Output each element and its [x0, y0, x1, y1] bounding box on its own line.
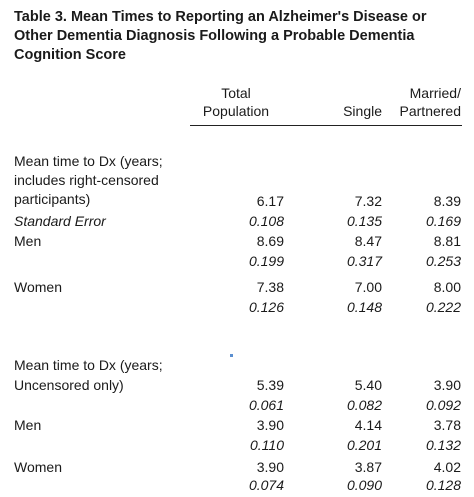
s1-mean-single: 7.32 [354, 193, 382, 209]
s2-mean-single: 5.40 [354, 377, 382, 393]
table-title: Table 3. Mean Times to Reporting an Alzh… [14, 9, 427, 63]
s1-men-single: 8.47 [354, 233, 382, 249]
s2-men-single: 4.14 [354, 417, 382, 433]
s2-women-label: Women [14, 459, 62, 475]
s1-women-total: 7.38 [256, 279, 284, 295]
s2-men-se-married: 0.132 [425, 437, 461, 453]
col-header-total: Total Population [202, 85, 270, 119]
s1-women-label: Women [14, 279, 62, 295]
s1-women-married: 8.00 [433, 279, 461, 295]
s2-women-se-total: 0.074 [248, 477, 284, 493]
s2-women-single: 3.87 [354, 459, 382, 475]
s2-mean-married: 3.90 [433, 377, 461, 393]
s2-men-se-total: 0.110 [250, 437, 284, 453]
s1-se-label: Standard Error [14, 213, 106, 229]
s2-women-se-married: 0.128 [425, 477, 461, 493]
s1-women-se-married: 0.222 [425, 299, 461, 315]
section1-heading-line3: participants) [14, 191, 91, 207]
s1-men-total: 8.69 [256, 233, 284, 249]
s2-se-married: 0.092 [425, 397, 461, 413]
s2-se-total: 0.061 [248, 397, 284, 413]
s1-se-single: 0.135 [346, 213, 382, 229]
s1-mean-total: 6.17 [256, 193, 284, 209]
section2-heading-line2: Uncensored only) [14, 377, 124, 393]
s1-mean-married: 8.39 [433, 193, 461, 209]
s2-men-se-single: 0.201 [346, 437, 382, 453]
section2-heading-line1: Mean time to Dx (years; [14, 357, 163, 373]
stray-mark [230, 354, 233, 357]
section1-heading-line2: includes right-censored [14, 172, 159, 188]
s1-women-se-total: 0.126 [248, 299, 284, 315]
s1-men-se-single: 0.317 [346, 253, 382, 269]
s2-men-married: 3.78 [433, 417, 461, 433]
s2-men-label: Men [14, 417, 42, 433]
s1-men-se-total: 0.199 [248, 253, 284, 269]
s2-mean-total: 5.39 [256, 377, 284, 393]
s1-men-se-married: 0.253 [425, 253, 461, 269]
s1-men-label: Men [14, 233, 42, 249]
section1-heading-line1: Mean time to Dx (years; [14, 153, 163, 169]
s1-men-married: 8.81 [433, 233, 461, 249]
s2-women-se-single: 0.090 [346, 477, 382, 493]
s2-se-single: 0.082 [346, 397, 382, 413]
s1-women-se-single: 0.148 [346, 299, 382, 315]
s1-women-single: 7.00 [354, 279, 382, 295]
s2-women-married: 4.02 [433, 459, 461, 475]
s1-se-total: 0.108 [248, 213, 284, 229]
s1-se-married: 0.169 [425, 213, 461, 229]
header-rule [190, 125, 462, 126]
col-header-married: Married/ Partnered [399, 85, 461, 119]
s2-men-total: 3.90 [256, 417, 284, 433]
s2-women-total: 3.90 [256, 459, 284, 475]
col-header-single: Single [343, 103, 382, 119]
